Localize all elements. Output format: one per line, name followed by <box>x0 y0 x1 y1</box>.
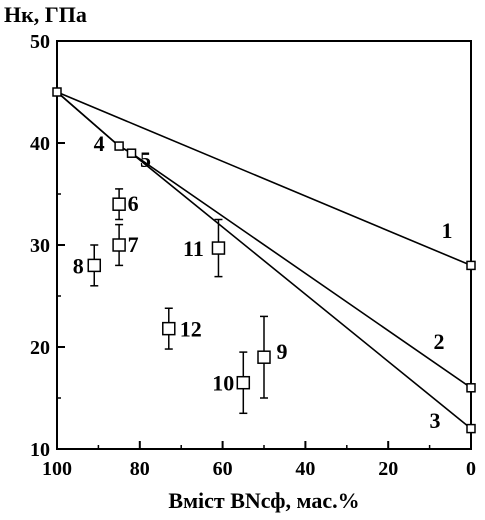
x-tick-label-60: 60 <box>213 458 233 480</box>
y-tick-label-30: 30 <box>30 235 50 257</box>
point-marker-10 <box>236 375 251 390</box>
point-label-12: 12 <box>180 317 202 342</box>
point-labels: 4 56 7 8 9 10 11 12 <box>73 131 288 396</box>
series-lines <box>56 91 472 430</box>
series-endpoint-marker-3 <box>466 423 476 434</box>
error-bars <box>90 188 268 415</box>
point-label-10: 10 <box>212 371 234 396</box>
x-tick-label-80: 80 <box>130 458 150 480</box>
point-label-5: 5 <box>140 147 151 172</box>
point-marker-4 <box>114 141 124 151</box>
y-tick-label-10: 10 <box>30 439 50 461</box>
y-axis-title: Нк, ГПа <box>4 2 87 27</box>
x-tick-label-20: 20 <box>378 458 398 480</box>
point-label-4: 4 <box>94 131 105 156</box>
x-tick-label-100: 100 <box>42 458 72 480</box>
series-endpoint-marker-2 <box>466 383 476 393</box>
y-tick-label-50: 50 <box>30 31 50 53</box>
series-label-3: 3 <box>430 408 441 433</box>
point-marker-5 <box>126 148 137 158</box>
series-label-2: 2 <box>434 329 445 354</box>
line-labels: 1 2 3 <box>430 218 453 433</box>
x-tick-label-0: 0 <box>466 458 476 480</box>
series-label-1: 1 <box>442 218 453 243</box>
tick-labels: 100 80 60 40 20 0 50 40 30 20 10 <box>30 31 476 480</box>
point-label-7: 7 <box>128 232 139 257</box>
point-marker-7 <box>112 238 126 252</box>
point-marker-11 <box>211 241 226 255</box>
y-tick-label-20: 20 <box>30 337 50 359</box>
point-marker-6 <box>112 197 126 211</box>
point-marker-8 <box>87 258 102 273</box>
point-label-11: 11 <box>183 236 204 261</box>
point-marker-9 <box>257 350 271 364</box>
x-axis-title: Вміст BNсф, мас.% <box>168 488 359 513</box>
series-endpoint-marker-1 <box>466 260 476 271</box>
x-tick-label-40: 40 <box>295 458 315 480</box>
origin-marker <box>52 87 62 97</box>
data-markers <box>52 87 476 434</box>
point-marker-12 <box>162 321 176 336</box>
point-label-6: 6 <box>128 191 139 216</box>
series-line-1 <box>56 91 472 267</box>
point-label-8: 8 <box>73 253 84 278</box>
point-label-9: 9 <box>277 339 288 364</box>
y-tick-label-40: 40 <box>30 133 50 155</box>
series-line-3 <box>56 91 472 430</box>
